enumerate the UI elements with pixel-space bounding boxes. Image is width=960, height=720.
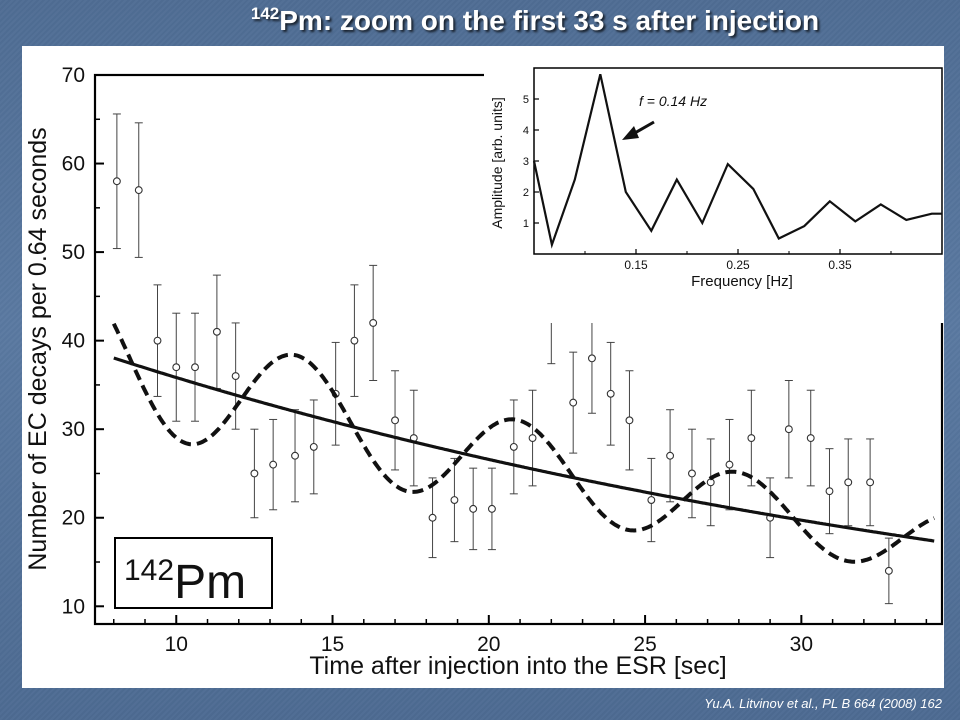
inset-y-tick-label: 5 <box>523 94 529 106</box>
data-point <box>666 451 675 460</box>
data-point <box>309 442 318 451</box>
title-text: Pm: zoom on the first 33 s after injecti… <box>279 5 820 36</box>
isotope-label-box <box>114 537 273 609</box>
inset-tick-labels: 0.15 0.25 0.35 1 2 3 4 5 <box>523 94 852 272</box>
slide-title: 142Pm: zoom on the first 33 s after inje… <box>0 4 960 37</box>
data-point <box>369 318 378 327</box>
main-x-axis-label: Time after injection into the ESR [sec] <box>309 652 726 680</box>
isotope-symbol: Pm <box>174 556 246 609</box>
inset-y-tick-label: 4 <box>523 125 529 137</box>
x-tick-label: 30 <box>790 633 813 656</box>
main-y-axis-label: Number of EC decays per 0.64 seconds <box>24 127 52 570</box>
data-point <box>153 336 162 345</box>
data-point <box>509 442 518 451</box>
inset-x-axis-label: Frequency [Hz] <box>691 273 793 290</box>
main-data-marks <box>112 113 893 605</box>
data-point <box>844 478 853 487</box>
data-point <box>250 469 259 478</box>
data-point <box>647 496 656 504</box>
y-tick-label: 30 <box>62 418 85 441</box>
data-point <box>587 354 596 363</box>
data-point <box>269 460 278 469</box>
inset-y-tick-label: 3 <box>523 156 529 168</box>
data-point <box>112 177 121 186</box>
citation: Yu.A. Litvinov et al., PL B 664 (2008) 1… <box>704 696 942 711</box>
data-point <box>866 478 875 487</box>
data-point <box>569 398 578 407</box>
data-point <box>350 336 359 345</box>
data-point <box>469 504 478 513</box>
data-point <box>825 487 834 496</box>
isotope-label: 142Pm <box>124 554 246 609</box>
isotope-mass-number: 142 <box>124 554 174 587</box>
data-point <box>191 363 199 372</box>
title-mass-number: 142 <box>250 4 280 23</box>
data-point <box>606 389 615 398</box>
x-tick-label: 25 <box>633 633 656 656</box>
y-tick-label: 20 <box>62 507 85 530</box>
data-point <box>487 504 496 513</box>
inset-x-tick-label: 0.25 <box>726 258 750 272</box>
spectrum-line <box>532 73 942 249</box>
main-fit-curves <box>111 322 936 564</box>
data-point <box>884 566 893 575</box>
inset-background <box>484 53 944 323</box>
annotation-arrow-head <box>622 126 639 140</box>
data-point <box>231 372 240 381</box>
inset-y-tick-label: 2 <box>523 187 529 199</box>
figure-panel: 10 15 20 25 30 10 20 30 40 50 60 70 Time after inje… <box>22 46 944 688</box>
data-point <box>291 451 299 460</box>
y-tick-label: 50 <box>62 241 85 264</box>
data-point <box>688 469 696 478</box>
y-tick-label: 70 <box>62 64 85 87</box>
data-point <box>428 513 437 522</box>
data-point <box>391 416 399 425</box>
data-point <box>528 434 537 442</box>
x-tick-label: 10 <box>165 633 188 656</box>
inset-annotation: f = 0.14 Hz <box>639 93 707 109</box>
data-point <box>212 327 221 336</box>
data-point <box>806 434 815 442</box>
x-tick-label: 20 <box>477 633 500 656</box>
data-point <box>625 416 634 425</box>
data-point <box>450 496 459 504</box>
y-tick-label: 10 <box>62 595 85 618</box>
main-ticks <box>95 74 928 624</box>
inset-data-marks <box>532 73 942 249</box>
inset-x-tick-label: 0.15 <box>624 258 648 272</box>
data-point <box>784 425 793 434</box>
data-point <box>747 434 756 442</box>
data-point <box>725 460 734 469</box>
modulated-fit-line <box>111 322 936 564</box>
y-tick-label: 60 <box>62 153 85 176</box>
inset-y-tick-label: 1 <box>523 218 529 230</box>
inset-x-tick-label: 0.35 <box>828 258 852 272</box>
y-tick-label: 40 <box>62 330 85 353</box>
inset-ticks <box>534 98 892 254</box>
data-point <box>172 363 181 372</box>
inset-y-axis-label: Amplitude [arb. units] <box>489 97 505 229</box>
data-point <box>134 186 143 195</box>
x-tick-label: 15 <box>321 633 344 656</box>
